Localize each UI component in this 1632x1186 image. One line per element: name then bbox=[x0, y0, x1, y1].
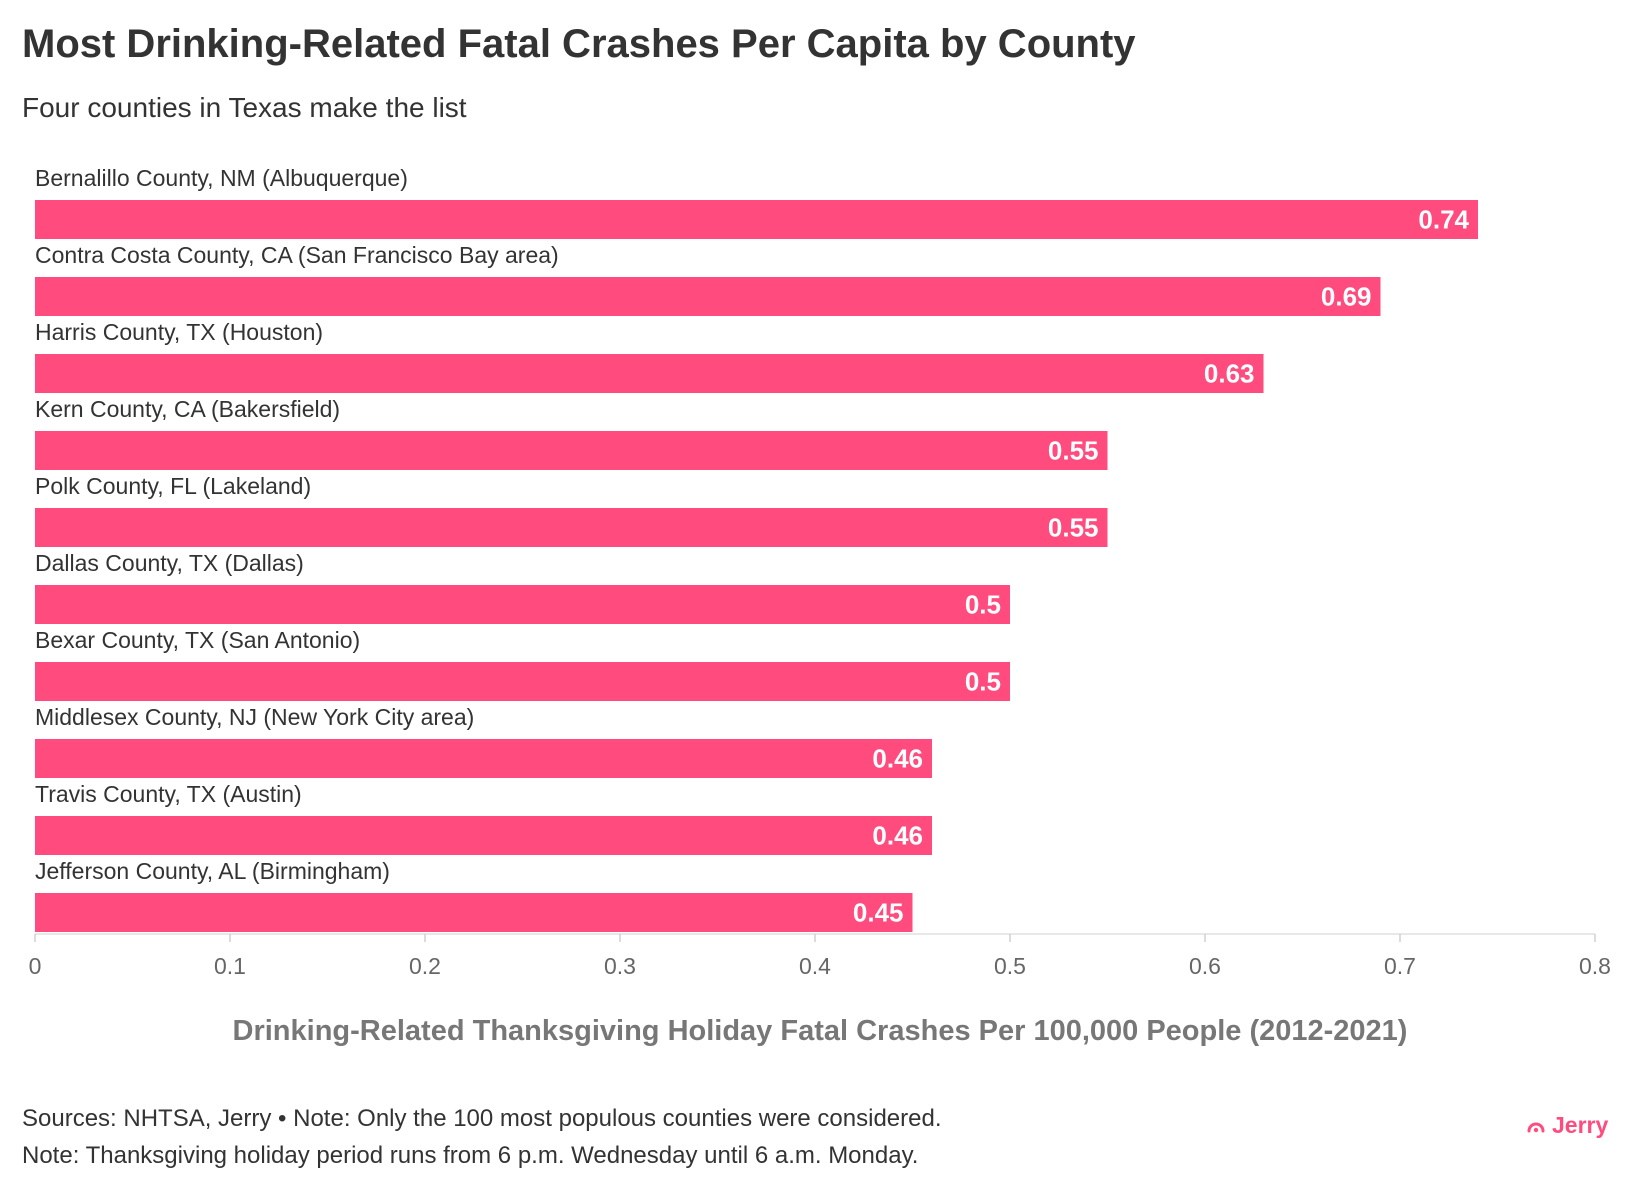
data-label: 0.46 bbox=[872, 744, 923, 774]
data-label: 0.55 bbox=[1048, 513, 1099, 543]
data-label: 0.45 bbox=[853, 898, 904, 928]
category-label: Middlesex County, NJ (New York City area… bbox=[35, 704, 474, 730]
bar bbox=[35, 277, 1381, 316]
x-tick-label: 0.5 bbox=[994, 953, 1026, 979]
source-note: Sources: NHTSA, Jerry • Note: Only the 1… bbox=[22, 1105, 942, 1132]
chart-title: Most Drinking-Related Fatal Crashes Per … bbox=[22, 22, 1136, 66]
category-label: Travis County, TX (Austin) bbox=[35, 781, 302, 807]
data-label: 0.46 bbox=[872, 821, 923, 851]
data-label: 0.69 bbox=[1321, 282, 1372, 312]
data-label: 0.63 bbox=[1204, 359, 1255, 389]
bar bbox=[35, 508, 1108, 547]
bar bbox=[35, 585, 1010, 624]
bar bbox=[35, 200, 1478, 239]
footnotes: Sources: NHTSA, Jerry • Note: Only the 1… bbox=[22, 1100, 942, 1174]
bar bbox=[35, 354, 1264, 393]
x-tick-label: 0.4 bbox=[799, 953, 831, 979]
jerry-logo-icon bbox=[1527, 1122, 1545, 1132]
category-label: Bexar County, TX (San Antonio) bbox=[35, 627, 360, 653]
x-tick-label: 0.8 bbox=[1579, 953, 1611, 979]
category-label: Contra Costa County, CA (San Francisco B… bbox=[35, 242, 559, 268]
bar-chart: Bernalillo County, NM (Albuquerque) 0.74 C… bbox=[29, 165, 1611, 1047]
bar bbox=[35, 431, 1108, 470]
bar bbox=[35, 739, 932, 778]
x-tick-label: 0 bbox=[29, 953, 42, 979]
data-label: 0.5 bbox=[965, 590, 1001, 620]
category-label: Dallas County, TX (Dallas) bbox=[35, 550, 304, 576]
x-tick-label: 0.7 bbox=[1384, 953, 1416, 979]
category-label: Jefferson County, AL (Birmingham) bbox=[35, 858, 390, 884]
bars-layer: Bernalillo County, NM (Albuquerque) 0.74 C… bbox=[35, 165, 1478, 932]
data-label: 0.5 bbox=[965, 667, 1001, 697]
period-note: Note: Thanksgiving holiday period runs f… bbox=[22, 1142, 919, 1169]
data-label: 0.55 bbox=[1048, 436, 1099, 466]
x-axis: 0 0.1 0.2 0.3 0.4 0.5 0.6 0.7 0.8 bbox=[29, 933, 1611, 979]
x-tick-label: 0.2 bbox=[409, 953, 441, 979]
x-tick-label: 0.1 bbox=[214, 953, 246, 979]
bar bbox=[35, 816, 932, 855]
category-label: Kern County, CA (Bakersfield) bbox=[35, 396, 340, 422]
x-tick-label: 0.6 bbox=[1189, 953, 1221, 979]
brand-name: Jerry bbox=[1552, 1112, 1609, 1138]
x-axis-title: Drinking-Related Thanksgiving Holiday Fa… bbox=[233, 1015, 1408, 1047]
category-label: Harris County, TX (Houston) bbox=[35, 319, 323, 345]
chart-subtitle: Four counties in Texas make the list bbox=[22, 92, 467, 123]
bar bbox=[35, 893, 913, 932]
category-label: Bernalillo County, NM (Albuquerque) bbox=[35, 165, 408, 191]
category-label: Polk County, FL (Lakeland) bbox=[35, 473, 311, 499]
data-label: 0.74 bbox=[1418, 205, 1469, 235]
bar bbox=[35, 662, 1010, 701]
brand-logo: Jerry bbox=[1526, 1112, 1608, 1139]
x-tick-label: 0.3 bbox=[604, 953, 636, 979]
